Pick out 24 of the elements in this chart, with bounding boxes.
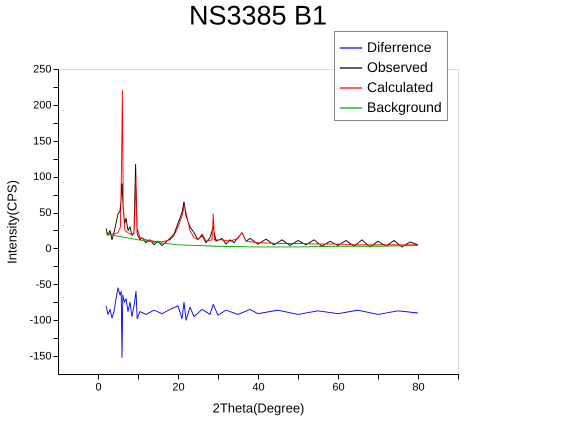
x-tick-label: 0: [95, 382, 102, 394]
y-tick-label: -150: [29, 350, 52, 363]
x-tick-label: 60: [332, 382, 345, 394]
y-tick-label: -50: [36, 278, 52, 291]
y-tick-label: 250: [33, 64, 52, 76]
y-tick-label: 100: [33, 171, 52, 184]
y-tick-label: -100: [29, 314, 52, 327]
x-tick-label: 80: [412, 382, 425, 394]
x-axis-title: 2Theta(Degree): [212, 400, 304, 416]
legend-label: Calculated: [367, 79, 434, 95]
x-tick-label: 40: [252, 382, 265, 394]
legend-label: Background: [367, 99, 442, 115]
y-axis-title: Intensity(CPS): [4, 180, 20, 264]
y-tick-label: 150: [33, 135, 52, 148]
y-tick-label: 50: [39, 207, 52, 220]
legend-label: Observed: [367, 59, 428, 75]
line-series: [106, 164, 418, 248]
legend-label: Diferrence: [367, 39, 432, 55]
x-tick-label: 20: [172, 382, 185, 394]
chart-title: NS3385 B1: [188, 0, 328, 30]
line-series: [106, 234, 418, 248]
y-tick-label: 0: [45, 242, 52, 255]
y-tick-label: 200: [33, 99, 52, 112]
line-series: [106, 287, 418, 358]
